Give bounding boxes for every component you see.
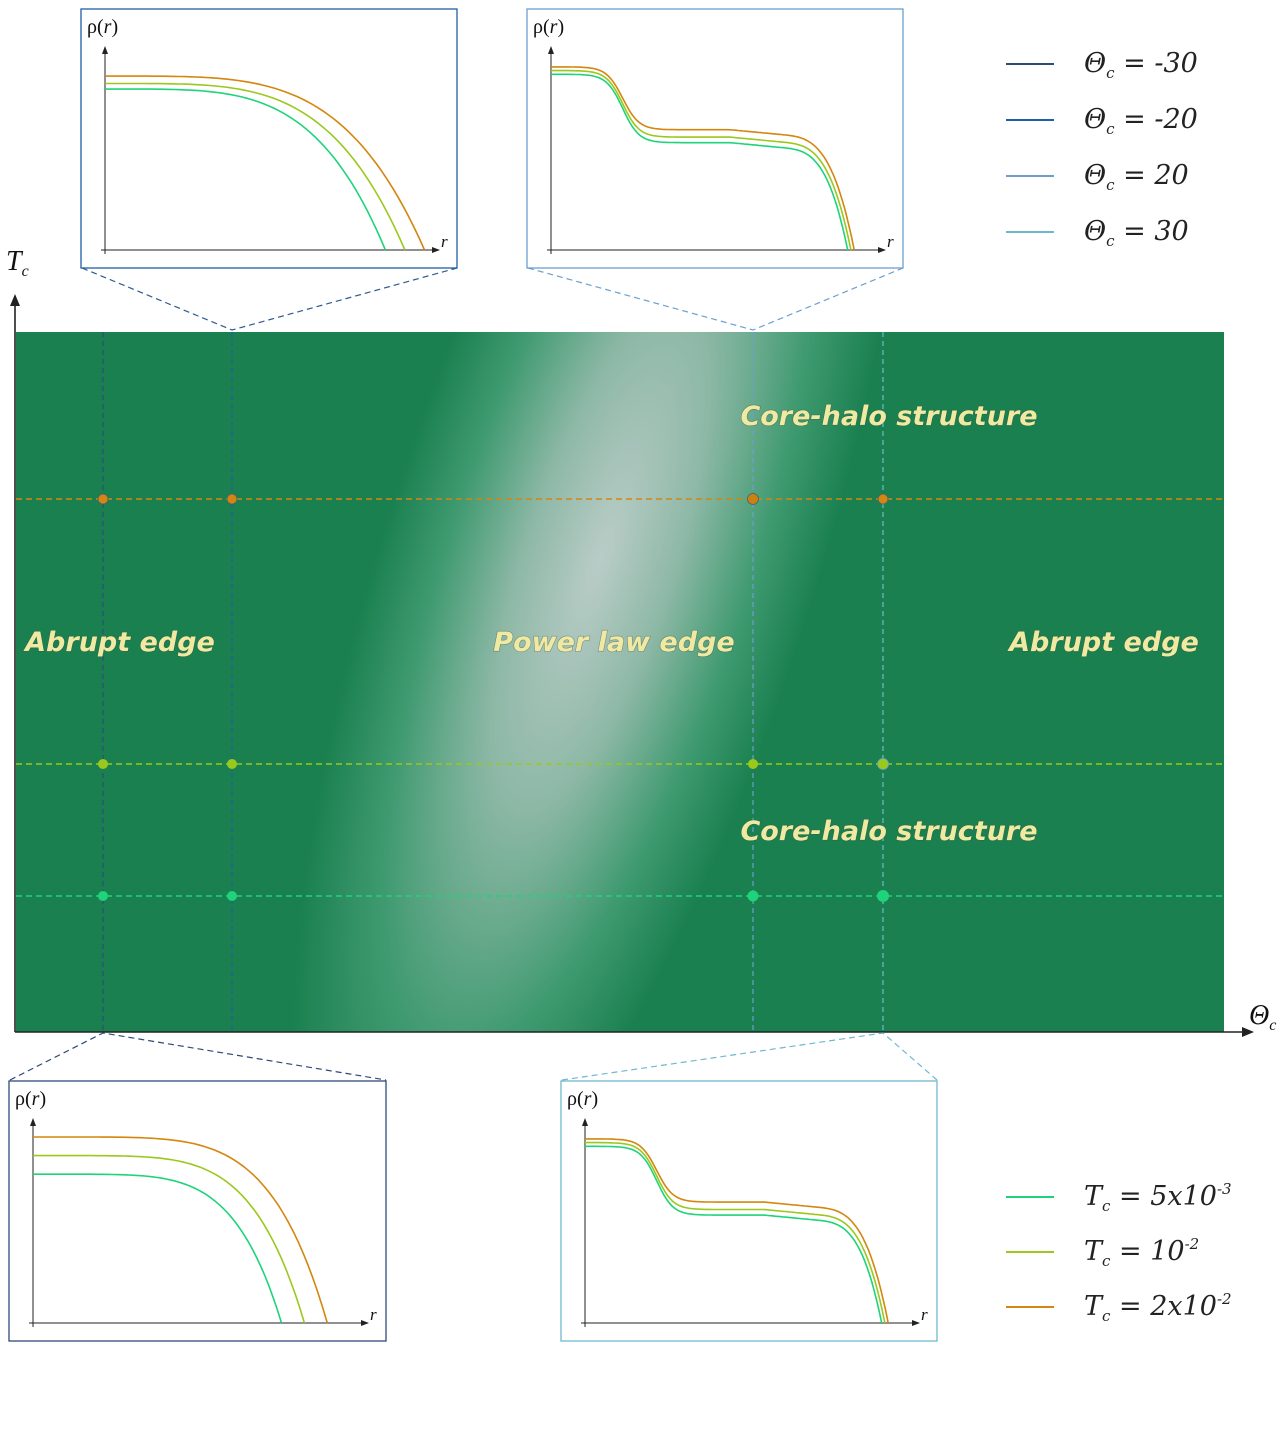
curve-T-low xyxy=(551,73,849,251)
x-axis-label: Θc xyxy=(1249,1000,1276,1034)
inset-connectors xyxy=(9,267,938,1081)
region-abrupt-right: Abrupt edge xyxy=(1007,627,1199,658)
T-guides xyxy=(16,498,1224,897)
legend-entry: Θc = -20 xyxy=(1084,104,1198,138)
inset-r-label: r xyxy=(921,1305,928,1324)
inset-frame xyxy=(8,1080,387,1342)
point-mid-4 xyxy=(877,758,889,770)
curve-T-low xyxy=(105,88,387,251)
curve-T-high xyxy=(105,75,426,251)
legend-entry: Tc = 5x10-3 xyxy=(1084,1180,1232,1215)
grid-points xyxy=(97,493,889,902)
y-axis-label: Tc xyxy=(6,246,29,280)
inset-rho-label: ρ(r) xyxy=(567,1088,598,1110)
inset-r-label: r xyxy=(441,232,448,251)
point-low-4 xyxy=(877,890,889,902)
legend-entry: Tc = 10-2 xyxy=(1084,1235,1199,1270)
inset-theta-20: ρ(r)r xyxy=(526,8,904,269)
inset-rho-close: ) xyxy=(111,16,118,38)
inset-theta-30: ρ(r)r xyxy=(560,1080,938,1342)
connector-bottom-right xyxy=(561,1032,938,1081)
point-low-2 xyxy=(227,891,237,901)
point-mid-3 xyxy=(748,759,758,769)
inset-rho-symbol: ρ( xyxy=(533,16,550,38)
point-high-2 xyxy=(226,493,238,505)
point-low-3 xyxy=(747,890,759,902)
connector-top-right xyxy=(527,267,904,331)
region-power-law: Power law edge xyxy=(493,627,734,658)
curve-T-mid xyxy=(551,69,852,251)
inset-rho-var: r xyxy=(584,1088,592,1110)
inset-rho-label: ρ(r) xyxy=(87,16,118,38)
curve-T-mid xyxy=(105,82,406,251)
inset-rho-var: r xyxy=(550,16,558,38)
point-high-3 xyxy=(747,493,759,505)
inset-r-label: r xyxy=(370,1305,377,1324)
curve-T-mid xyxy=(33,1154,306,1324)
inset-rho-var: r xyxy=(104,16,112,38)
point-high-4 xyxy=(877,493,889,505)
curve-T-mid xyxy=(585,1141,886,1324)
legend-theta: Θc = -30 Θc = -20 Θc = 20 Θc = 30 xyxy=(1006,48,1198,250)
region-core-halo-bottom: Core-halo structure xyxy=(740,816,1037,847)
point-mid-2 xyxy=(227,759,237,769)
power-law-highlight xyxy=(16,332,1224,1032)
curve-T-low xyxy=(33,1173,283,1324)
curve-T-high xyxy=(33,1136,329,1324)
curve-T-high xyxy=(551,66,855,251)
legend-entry: Θc = 20 xyxy=(1084,160,1189,194)
inset-rho-label: ρ(r) xyxy=(15,1088,46,1110)
point-low-1 xyxy=(98,891,108,901)
inset-rho-close: ) xyxy=(557,16,564,38)
connector-top-left xyxy=(81,267,458,331)
inset-frame xyxy=(80,8,458,269)
region-abrupt-left: Abrupt edge xyxy=(23,627,215,658)
inset-frame xyxy=(560,1080,938,1342)
legend-entry: Tc = 2x10-2 xyxy=(1084,1290,1232,1325)
inset-rho-var: r xyxy=(32,1088,40,1110)
inset-r-label: r xyxy=(887,232,894,251)
point-high-1 xyxy=(97,493,109,505)
inset-rho-close: ) xyxy=(39,1088,46,1110)
inset-theta-m20: ρ(r)r xyxy=(80,8,458,269)
inset-theta-m30: ρ(r)r xyxy=(8,1080,387,1342)
inset-rho-close: ) xyxy=(591,1088,598,1110)
region-core-halo-top: Core-halo structure xyxy=(740,401,1037,432)
inset-rho-label: ρ(r) xyxy=(533,16,564,38)
inset-rho-symbol: ρ( xyxy=(567,1088,584,1110)
legend-T: Tc = 5x10-3 Tc = 10-2 Tc = 2x10-2 xyxy=(1006,1180,1232,1325)
inset-rho-symbol: ρ( xyxy=(87,16,104,38)
connector-bottom-left xyxy=(9,1032,387,1081)
inset-rho-symbol: ρ( xyxy=(15,1088,32,1110)
legend-entry: Θc = -30 xyxy=(1084,48,1198,82)
curve-T-high xyxy=(585,1138,889,1324)
inset-frame xyxy=(526,8,904,269)
curve-T-low xyxy=(585,1145,883,1324)
legend-entry: Θc = 30 xyxy=(1084,216,1189,250)
point-mid-1 xyxy=(98,759,108,769)
